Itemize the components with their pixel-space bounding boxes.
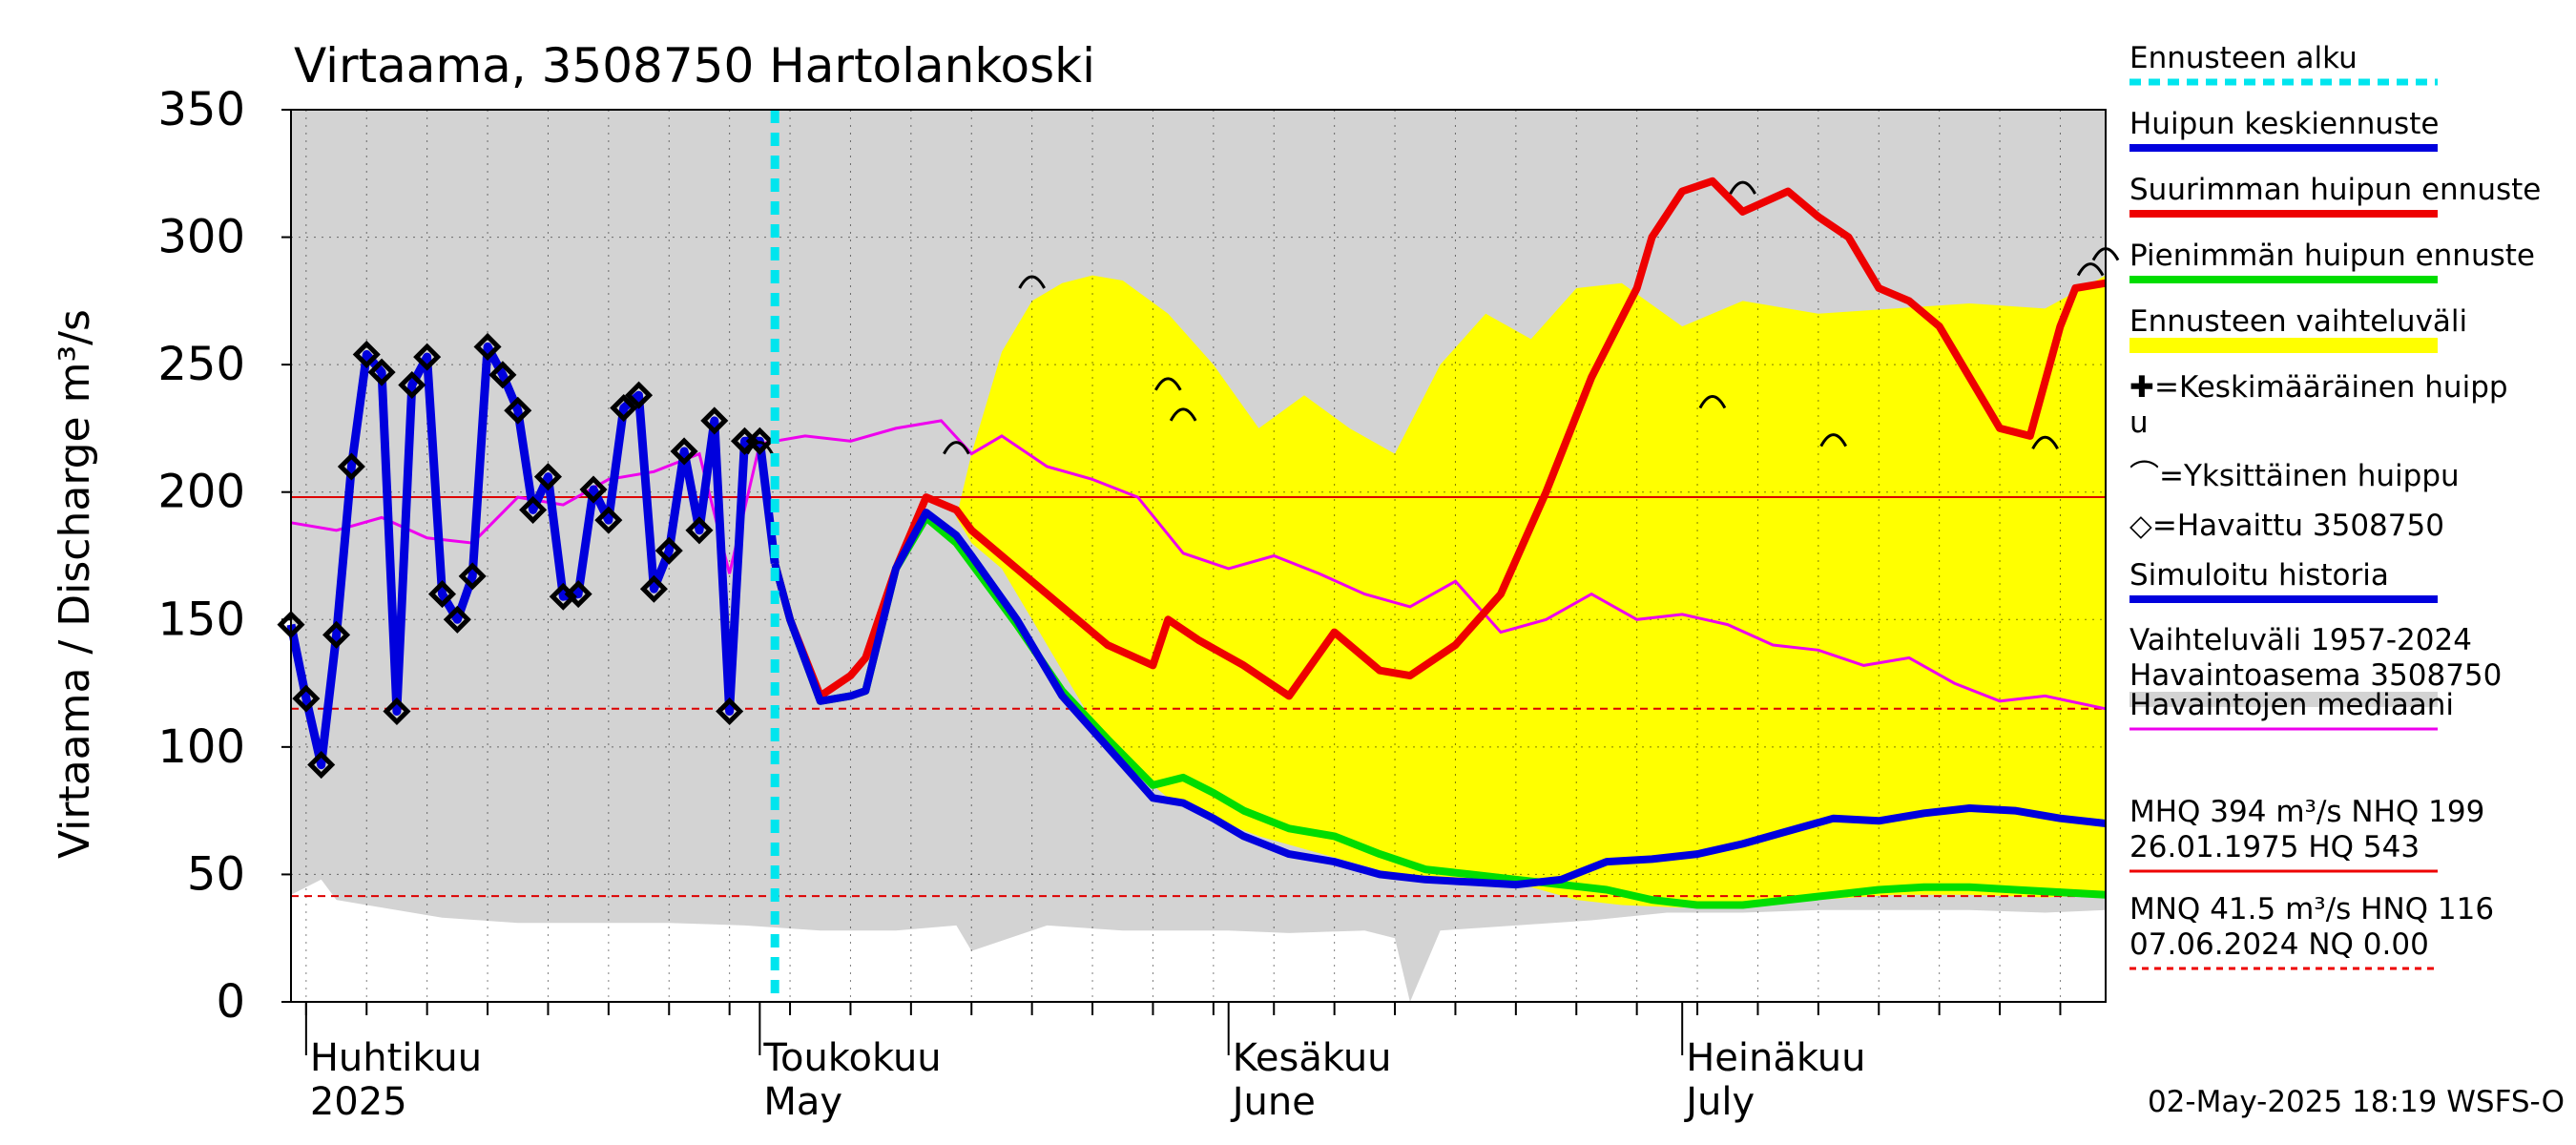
legend-label-2: u [2129,406,2149,440]
observed-point [443,605,471,634]
observed-point [685,516,714,545]
legend-label-2: 07.06.2024 NQ 0.00 [2129,927,2429,962]
observed-point [654,536,683,565]
legend-label: Huipun keskiennuste [2129,107,2439,141]
peak-marker [2076,262,2105,277]
observed-point [519,495,548,524]
observed-point [594,506,623,534]
y-tick-label: 100 [157,720,245,774]
legend: Ennusteen alku Huipun keskiennuste Suurimm… [2129,41,2541,970]
x-month-label: Toukokuu [762,1036,941,1080]
chart-title: Virtaama, 3508750 Hartolankoski [294,38,1095,94]
observed-point [610,394,638,423]
plot-area [277,109,2120,1002]
observed-point [427,580,457,609]
observed-point [533,463,562,491]
observed-point [639,574,668,603]
x-month-sublabel: July [1683,1080,1755,1124]
observed-point [745,427,774,455]
observed-point [307,751,336,780]
y-tick-label: 200 [157,466,245,519]
observed-point [337,452,365,481]
y-tick-label: 250 [157,338,245,391]
legend-label: ⌒=Yksittäinen huippu [2129,459,2460,493]
legend-label: Havaintojen mediaani [2129,688,2454,722]
y-tick-label: 150 [157,593,245,646]
peak-marker [1819,433,1848,448]
observed-point [398,370,426,400]
peak-marker [1169,407,1197,422]
y-tick-label: 350 [157,83,245,136]
observed-point [564,580,592,609]
x-month-label: Huhtikuu [310,1036,482,1080]
observed-point [670,437,698,466]
forecast-band [956,275,2106,908]
observed-point [504,396,532,425]
observed-point [579,475,608,504]
mean-peak-forecast-line [771,509,2107,889]
legend-label: ✚=Keskimääräinen huipp [2129,370,2508,405]
legend-label: Simuloitu historia [2129,558,2389,593]
peak-marker [2031,435,2059,450]
legend-label-2: Havaintoasema 3508750 [2129,658,2502,693]
peak-marker [1153,377,1182,391]
peak-marker [1729,180,1756,195]
x-month-label: Heinäkuu [1686,1036,1865,1080]
observed-point [413,343,442,371]
observed-point [352,340,381,368]
observed-point [700,406,729,435]
observed-point [473,332,502,361]
legend-label: Ennusteen vaihteluväli [2129,304,2467,339]
footer-timestamp: 02-May-2025 18:19 WSFS-O [2148,1085,2565,1119]
peak-marker [746,441,774,455]
legend-label: MHQ 394 m³/s NHQ 199 [2129,795,2484,829]
peak-marker [943,441,970,455]
y-axis-label: Virtaama / Discharge m³/s [51,309,99,859]
legend-label: ◇=Havaittu 3508750 [2129,509,2444,543]
legend-label-2: 26.01.1975 HQ 543 [2129,830,2420,864]
observed-point [458,562,487,591]
x-month-label: Kesäkuu [1233,1036,1392,1080]
x-month-sublabel: 2025 [310,1080,407,1124]
x-month-sublabel: June [1230,1080,1316,1124]
y-tick-label: 300 [157,211,245,264]
x-month-sublabel: May [763,1080,842,1124]
legend-label: Vaihteluväli 1957-2024 [2129,623,2472,657]
y-tick-label: 50 [187,847,245,901]
peak-marker [1698,395,1727,409]
legend-label: MNQ 41.5 m³/s HNQ 116 [2129,892,2494,926]
observed-point [383,697,411,725]
observed-point [367,358,396,386]
observed-point [292,684,321,713]
legend-swatch [2129,338,2438,353]
plot-border [290,109,2107,1003]
y-tick-label: 0 [216,975,245,1029]
observed-point [488,361,517,389]
legend-label: Pienimmän huipun ennuste [2129,239,2535,273]
observed-point [716,697,744,725]
observed-point [625,381,654,409]
legend-label: Suurimman huipun ennuste [2129,173,2541,207]
legend-swatch [2129,692,2438,707]
peak-marker [1018,275,1046,289]
observed-point [322,620,351,649]
max-peak-forecast-line [771,177,2107,700]
legend-label: Ennusteen alku [2129,41,2358,75]
